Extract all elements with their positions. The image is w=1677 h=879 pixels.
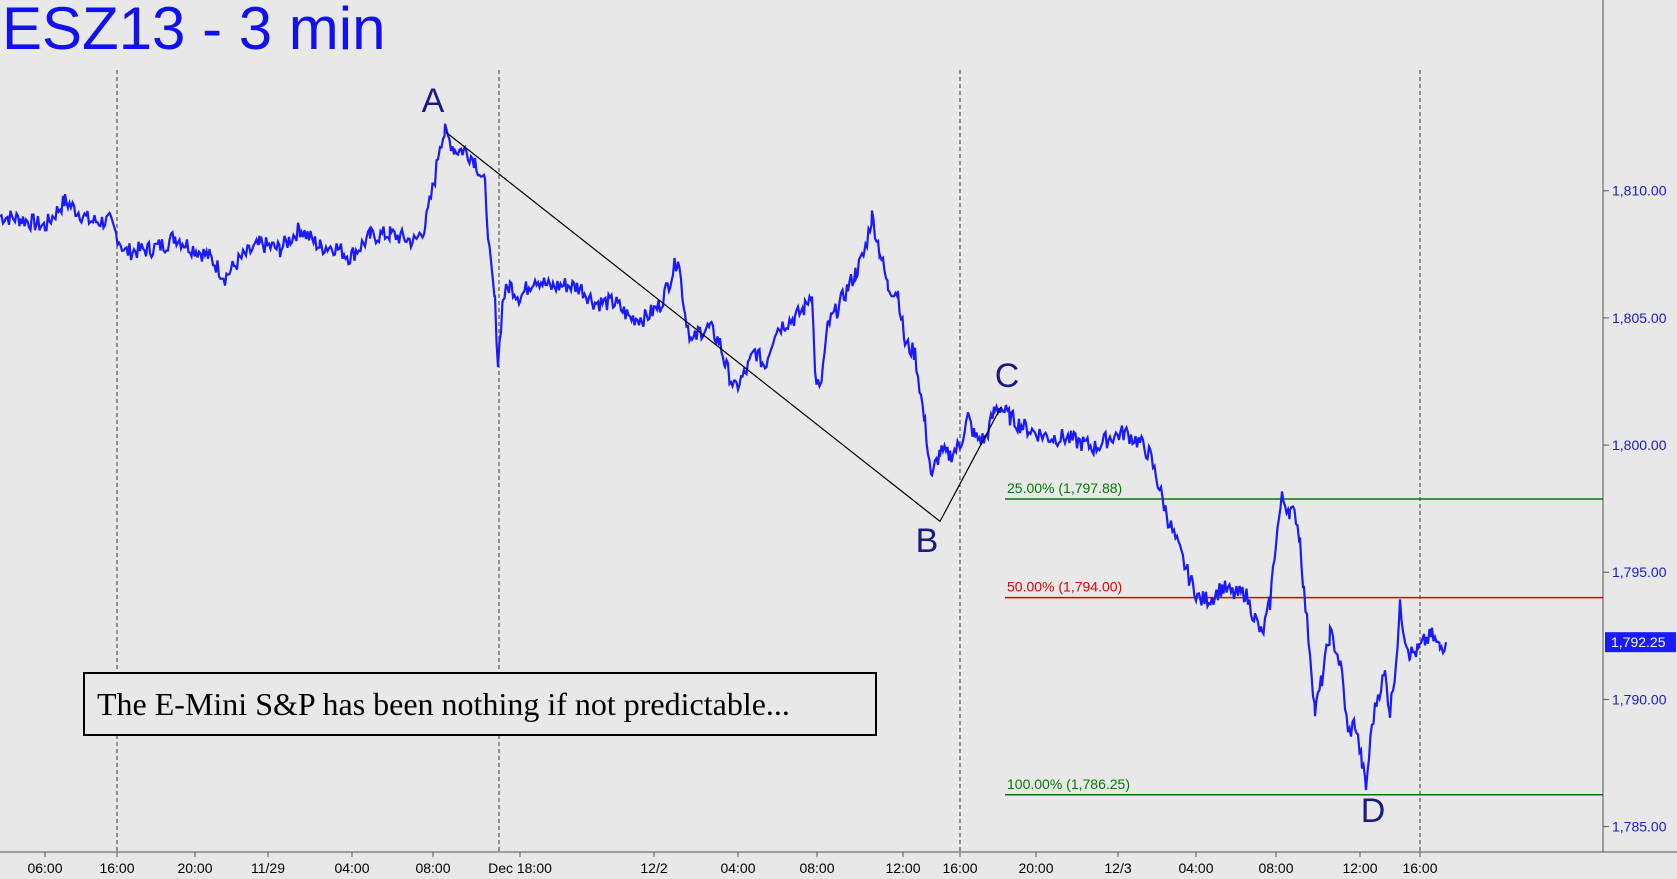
price-line (0, 123, 1448, 791)
x-tick-label: 04:00 (720, 860, 755, 876)
x-tick-label: 12/3 (1104, 860, 1131, 876)
x-tick-label: 16:00 (99, 860, 134, 876)
x-tick-label: 16:00 (942, 860, 977, 876)
last-price-badge (1605, 632, 1676, 653)
x-tick-label: 20:00 (177, 860, 212, 876)
x-tick-label: 12:00 (1342, 860, 1377, 876)
wave-label-c: C (995, 357, 1020, 395)
x-tick-label: 16:00 (1402, 860, 1437, 876)
x-tick-label: 08:00 (799, 860, 834, 876)
wave-line-abc (445, 131, 1002, 523)
chart-title: ESZ13 - 3 min (2, 0, 386, 62)
y-tick-label: 1,800.00 (1612, 437, 1667, 453)
y-tick-label: 1,805.00 (1612, 310, 1667, 326)
x-tick-label: 08:00 (415, 860, 450, 876)
fib-level-label: 25.00% (1,797.88) (1007, 480, 1122, 496)
x-tick-label: 12/2 (640, 860, 667, 876)
x-tick-label: 20:00 (1018, 860, 1053, 876)
x-tick-label: 04:00 (1178, 860, 1213, 876)
y-tick-label: 1,790.00 (1612, 691, 1667, 707)
wave-label-d: D (1361, 792, 1386, 830)
y-tick-label: 1,785.00 (1612, 819, 1667, 835)
last-price-label: 1,792.25 (1611, 634, 1666, 650)
x-tick-label: 06:00 (27, 860, 62, 876)
wave-label-b: B (916, 522, 939, 560)
y-tick-label: 1,810.00 (1612, 183, 1667, 199)
y-tick-label: 1,795.00 (1612, 564, 1667, 580)
fib-level-label: 50.00% (1,794.00) (1007, 579, 1122, 595)
x-tick-label: 11/29 (251, 860, 285, 876)
x-tick-label: 12:00 (885, 860, 920, 876)
annotation-box: The E-Mini S&P has been nothing if not p… (83, 672, 877, 736)
x-tick-label: 08:00 (1258, 860, 1293, 876)
fib-level-label: 100.00% (1,786.25) (1007, 776, 1130, 792)
x-tick-label: Dec 18:00 (488, 860, 552, 876)
price-axis (1603, 0, 1677, 879)
wave-label-a: A (422, 82, 445, 120)
x-tick-label: 04:00 (334, 860, 369, 876)
